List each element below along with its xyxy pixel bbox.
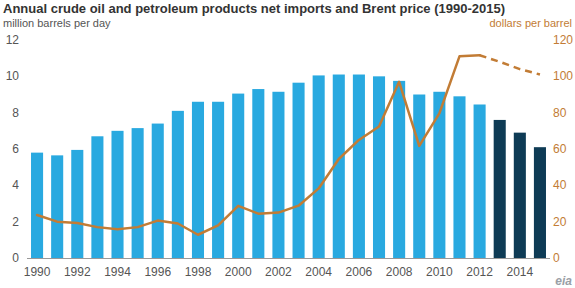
bar [91, 136, 103, 258]
x-tick-label: 2012 [466, 265, 493, 279]
bar [152, 124, 164, 258]
y2-axis-title: dollars per barrel [489, 17, 572, 29]
bar [534, 147, 546, 258]
y2-tick-label: 80 [553, 106, 567, 120]
y-tick-label: 10 [6, 69, 20, 83]
bar [453, 96, 465, 258]
y-tick-label: 4 [12, 178, 19, 192]
y-tick-label: 2 [12, 215, 19, 229]
bar [252, 89, 264, 258]
x-tick-label: 1994 [104, 265, 131, 279]
x-tick-label: 2008 [386, 265, 413, 279]
bar [393, 81, 405, 258]
bar [293, 83, 305, 258]
price-line [480, 55, 540, 74]
x-tick-label: 1992 [64, 265, 91, 279]
bar [353, 75, 365, 258]
y2-tick-label: 100 [553, 69, 573, 83]
x-tick-label: 2014 [506, 265, 533, 279]
y2-tick-label: 40 [553, 178, 567, 192]
bar [433, 92, 445, 258]
bar [212, 102, 224, 258]
y-tick-label: 12 [6, 33, 20, 47]
y2-tick-label: 120 [553, 33, 573, 47]
x-tick-label: 2000 [225, 265, 252, 279]
bar [51, 155, 63, 258]
x-tick-label: 2010 [426, 265, 453, 279]
bar [232, 94, 244, 258]
chart: Annual crude oil and petroleum products … [0, 0, 575, 288]
y-tick-label: 0 [12, 251, 19, 265]
bar [494, 120, 506, 258]
price-line [37, 55, 480, 234]
y2-tick-label: 20 [553, 215, 567, 229]
bar [272, 92, 284, 258]
bar [132, 128, 144, 258]
x-tick-label: 1990 [24, 265, 51, 279]
y-tick-label: 6 [12, 142, 19, 156]
title: Annual crude oil and petroleum products … [3, 1, 505, 16]
bar [413, 95, 425, 259]
x-axis-line [27, 258, 550, 259]
y2-tick-label: 0 [553, 251, 560, 265]
bar [71, 150, 83, 258]
x-tick-label: 1998 [185, 265, 212, 279]
bar [313, 75, 325, 258]
y-axis-title: million barrels per day [3, 17, 111, 29]
y2-tick-label: 60 [553, 142, 567, 156]
bar [373, 76, 385, 258]
bar [172, 111, 184, 258]
bar [111, 131, 123, 258]
x-tick-label: 2004 [305, 265, 332, 279]
bar [31, 153, 43, 258]
x-tick-label: 2006 [346, 265, 373, 279]
logo: eia [555, 274, 572, 288]
x-tick-label: 2002 [265, 265, 292, 279]
x-tick-label: 1996 [144, 265, 171, 279]
plot-area [31, 55, 546, 258]
bar [514, 133, 526, 258]
bar [474, 104, 486, 258]
y-tick-label: 8 [12, 106, 19, 120]
